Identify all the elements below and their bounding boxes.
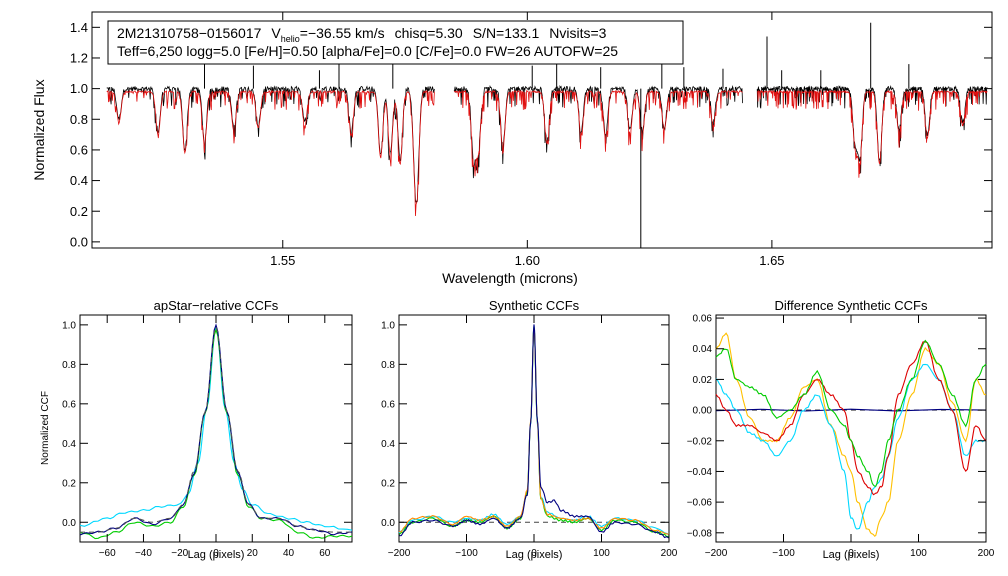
header-line-2: Teff=6,250 logg=5.0 [Fe/H]=0.50 [alpha/F… xyxy=(117,43,618,59)
difference-xtick-label: 0 xyxy=(848,548,854,559)
difference-series-diff-red xyxy=(715,341,987,496)
difference-title: Difference Synthetic CCFs xyxy=(775,298,928,313)
apstar-series-combined xyxy=(80,325,352,533)
difference-ytick-label: −0.08 xyxy=(687,528,713,539)
apstar-ylabel: Normalized CCF xyxy=(40,391,51,465)
difference-ytick-label: 0.00 xyxy=(693,406,713,417)
apstar-ccf-panel: −60 −40 −20 0 20 40 60 0.0 0.2 0.4 0.6 0.8 1.0 apSta… xyxy=(40,298,353,561)
spectrum-series-model-chip-1 xyxy=(106,89,435,216)
difference-series-group xyxy=(715,332,987,537)
synthetic-ytick-label: 0.4 xyxy=(381,439,395,450)
difference-series-diff-cyan xyxy=(715,363,987,530)
synthetic-ytick-label: 0.8 xyxy=(381,360,395,371)
synthetic-tick-group: −200 −100 0 100 200 0.0 0.2 0.4 0.6 0.8 1.0 xyxy=(381,315,678,559)
apstar-ytick-label: 0.2 xyxy=(62,478,76,489)
difference-ccf-panel: −200 −100 0 100 200 −0.08 −0.06 −0.04 −0.02 0.00 0… xyxy=(687,298,995,561)
apstar-title: apStar−relative CCFs xyxy=(154,298,279,313)
difference-xtick-label: 200 xyxy=(978,548,995,559)
spectrum-ytick-label: 0.0 xyxy=(70,234,88,249)
spectrum-ytick-label: 0.2 xyxy=(70,204,88,219)
header-sn: S/N=133.1 xyxy=(473,25,540,41)
difference-series-diff-green xyxy=(715,339,987,487)
synthetic-ccf-panel: −200 −100 0 100 200 0.0 0.2 0.4 0.6 0.8 1.0 Synthe… xyxy=(381,298,678,561)
header-v-value: =−36.55 km/s xyxy=(300,25,385,41)
difference-ytick-label: −0.02 xyxy=(687,436,713,447)
header-v-sub: helio xyxy=(281,34,300,44)
apstar-ytick-label: 0.8 xyxy=(62,360,76,371)
apstar-xtick-label: 20 xyxy=(247,548,259,559)
apstar-ytick-label: 0.4 xyxy=(62,439,76,450)
synthetic-xtick-label: −200 xyxy=(388,548,411,559)
difference-ytick-label: 0.02 xyxy=(693,375,713,386)
header-chisq: chisq=5.30 xyxy=(395,25,463,41)
apstar-xtick-label: −60 xyxy=(99,548,116,559)
difference-xtick-label: 100 xyxy=(910,548,927,559)
header-v-label: V xyxy=(271,25,281,41)
spectrum-ytick-label: 1.2 xyxy=(70,51,88,66)
apstar-xtick-label: 0 xyxy=(213,548,219,559)
spectrum-panel: 1.55 1.60 1.65 0.0 0.2 0.4 0.6 0.8 1.0 1.2 1.4 2M2… xyxy=(31,11,993,286)
synthetic-xtick-label: 0 xyxy=(531,548,537,559)
spectrum-xtick-label: 1.55 xyxy=(270,253,295,268)
difference-series-baseline-navy xyxy=(715,408,987,412)
apstar-xtick-label: −40 xyxy=(135,548,152,559)
difference-xtick-label: −100 xyxy=(772,548,795,559)
synthetic-xlabel: Lag (pixels) xyxy=(506,549,563,561)
apstar-ytick-label: 1.0 xyxy=(62,320,76,331)
difference-xtick-label: −200 xyxy=(705,548,728,559)
difference-series-diff-yellow xyxy=(715,332,987,537)
spectrum-series-model-chip-2 xyxy=(453,89,743,177)
apstar-tick-group: −60 −40 −20 0 20 40 60 0.0 0.2 0.4 0.6 0.8 1.0 xyxy=(62,315,352,559)
synthetic-ytick-label: 0.6 xyxy=(381,399,395,410)
spectrum-series-model-chip-3 xyxy=(757,89,988,178)
synthetic-xtick-label: −100 xyxy=(455,548,478,559)
synthetic-series-combined-navy xyxy=(398,324,670,539)
difference-ytick-label: −0.06 xyxy=(687,498,713,509)
spectrum-ytick-label: 0.4 xyxy=(70,173,88,188)
header-line-1: 2M21310758−0156017 Vhelio=−36.55 km/s chis… xyxy=(117,25,607,44)
synthetic-series-group xyxy=(398,324,670,539)
difference-ytick-label: −0.04 xyxy=(687,467,713,478)
synthetic-ytick-label: 0.2 xyxy=(381,478,395,489)
header-star-id: 2M21310758−0156017 xyxy=(117,25,262,41)
apstar-xtick-label: −20 xyxy=(171,548,188,559)
difference-ytick-label: 0.06 xyxy=(693,314,713,325)
synthetic-ytick-label: 1.0 xyxy=(381,320,395,331)
difference-frame xyxy=(715,314,987,543)
synthetic-ytick-label: 0.0 xyxy=(381,518,395,529)
apstar-ytick-label: 0.6 xyxy=(62,399,76,410)
spectrum-xtick-label: 1.60 xyxy=(515,253,540,268)
synthetic-xtick-label: 100 xyxy=(593,548,610,559)
apstar-series-visit-green xyxy=(79,328,353,540)
spectrum-series-observed-chip-3 xyxy=(756,85,988,174)
spectrum-ytick-label: 1.0 xyxy=(70,81,88,96)
spectrum-ytick-label: 0.6 xyxy=(70,142,88,157)
synthetic-frame xyxy=(398,314,670,543)
spectrum-tick-group: 1.55 1.60 1.65 0.0 0.2 0.4 0.6 0.8 1.0 1.2 1.4 xyxy=(70,12,992,268)
difference-tick-group: −200 −100 0 100 200 −0.08 −0.06 −0.04 −0.02 0.00 0… xyxy=(687,314,995,559)
difference-xlabel: Lag (pixels) xyxy=(823,549,880,561)
apstar-frame xyxy=(79,314,353,543)
header-nvisits: Nvisits=3 xyxy=(549,25,606,41)
spectrum-xlabel: Wavelength (microns) xyxy=(442,270,578,286)
synthetic-title: Synthetic CCFs xyxy=(489,298,580,313)
spectrum-ytick-label: 1.4 xyxy=(70,20,88,35)
spectrum-ylabel: Normalized Flux xyxy=(31,79,47,180)
spectrum-xtick-label: 1.65 xyxy=(759,253,784,268)
spectrum-ytick-label: 0.8 xyxy=(70,112,88,127)
header-box xyxy=(107,20,684,65)
apstar-series-group xyxy=(79,323,353,540)
synthetic-xtick-label: 200 xyxy=(661,548,678,559)
apstar-xtick-label: 40 xyxy=(283,548,295,559)
difference-ytick-label: 0.04 xyxy=(693,344,713,355)
apstar-xtick-label: 60 xyxy=(319,548,331,559)
apstar-ytick-label: 0.0 xyxy=(62,518,76,529)
apstar-xlabel: Lag (pixels) xyxy=(188,549,245,561)
